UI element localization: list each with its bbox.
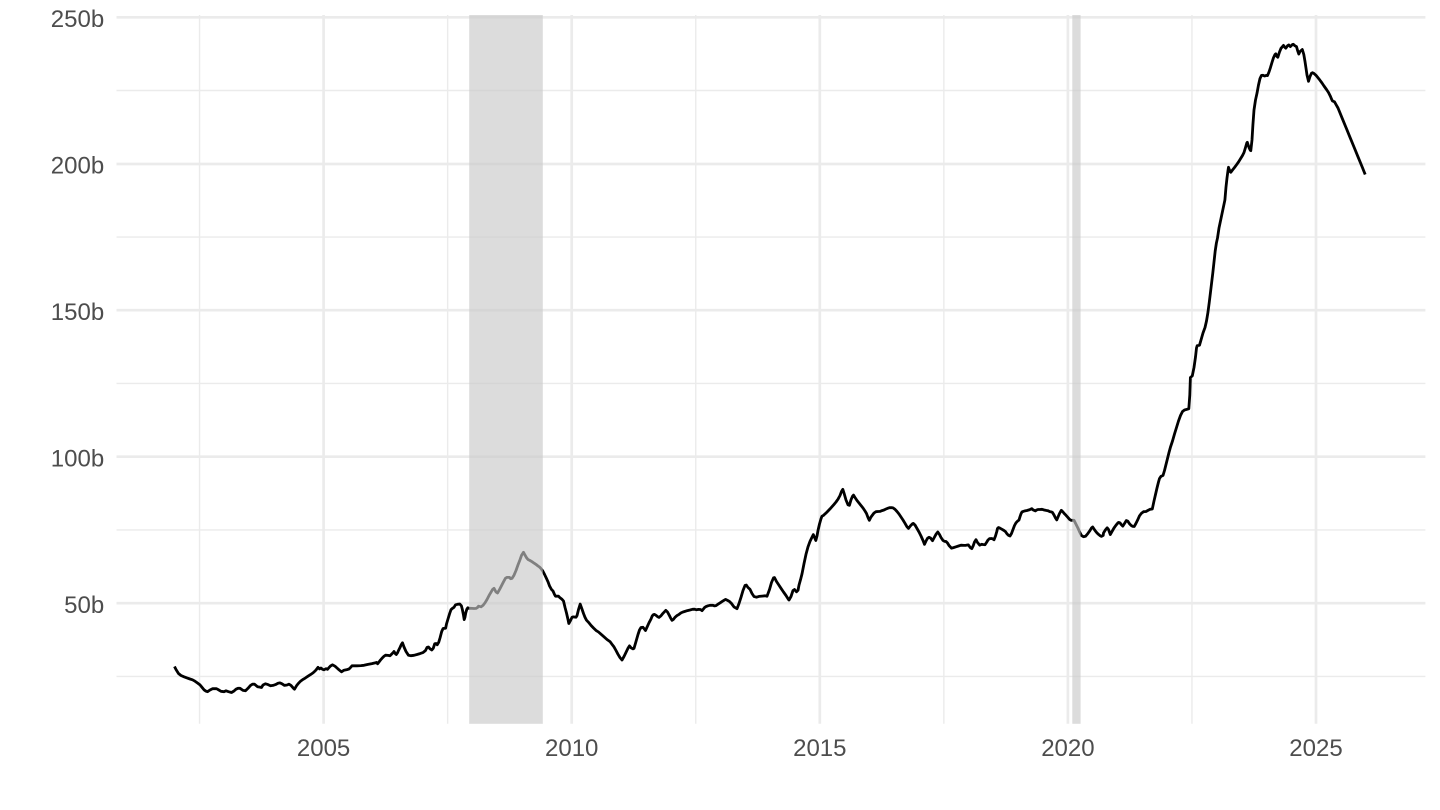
svg-text:50b: 50b bbox=[64, 592, 104, 619]
svg-text:150b: 150b bbox=[51, 299, 104, 326]
svg-text:2015: 2015 bbox=[793, 735, 846, 762]
svg-text:2010: 2010 bbox=[545, 735, 598, 762]
svg-text:2025: 2025 bbox=[1289, 735, 1342, 762]
svg-text:250b: 250b bbox=[51, 6, 104, 33]
svg-text:2020: 2020 bbox=[1041, 735, 1094, 762]
svg-text:200b: 200b bbox=[51, 153, 104, 180]
svg-text:100b: 100b bbox=[51, 445, 104, 472]
svg-text:2005: 2005 bbox=[297, 735, 350, 762]
